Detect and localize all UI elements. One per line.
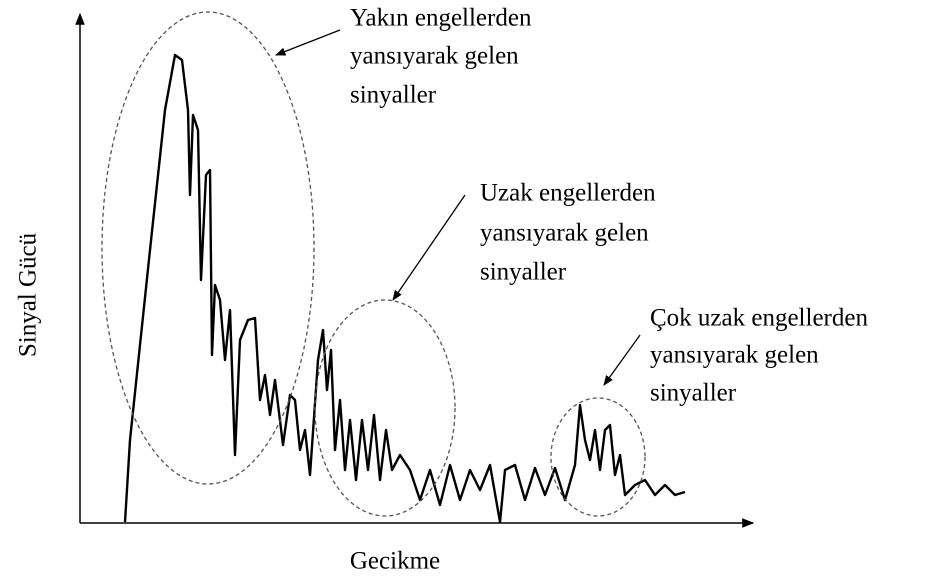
arrow	[392, 194, 466, 301]
y-axis-label: Sinyal Gücü	[15, 232, 42, 357]
annotation-line: yansıyarak gelen	[350, 43, 519, 70]
annotation-line: yansıyarak gelen	[480, 220, 649, 247]
annotation-line: sinyaller	[650, 380, 737, 407]
annotation-line: Yakın engellerden	[350, 5, 532, 32]
annotation-line: sinyaller	[480, 259, 567, 286]
signal-curve	[123, 53, 686, 524]
annotation-line: Uzak engellerden	[480, 180, 656, 207]
arrow	[603, 334, 641, 386]
very-far-group-ellipse	[550, 397, 646, 517]
arrow	[275, 29, 341, 56]
annotation-line: yansıyarak gelen	[650, 342, 819, 369]
near-group-ellipse	[101, 11, 315, 485]
annotation-line: Çok uzak engellerden	[650, 305, 868, 332]
far-group-ellipse	[314, 299, 456, 517]
x-axis-label: Gecikme	[350, 548, 440, 575]
annotation-line: sinyaller	[350, 82, 437, 109]
